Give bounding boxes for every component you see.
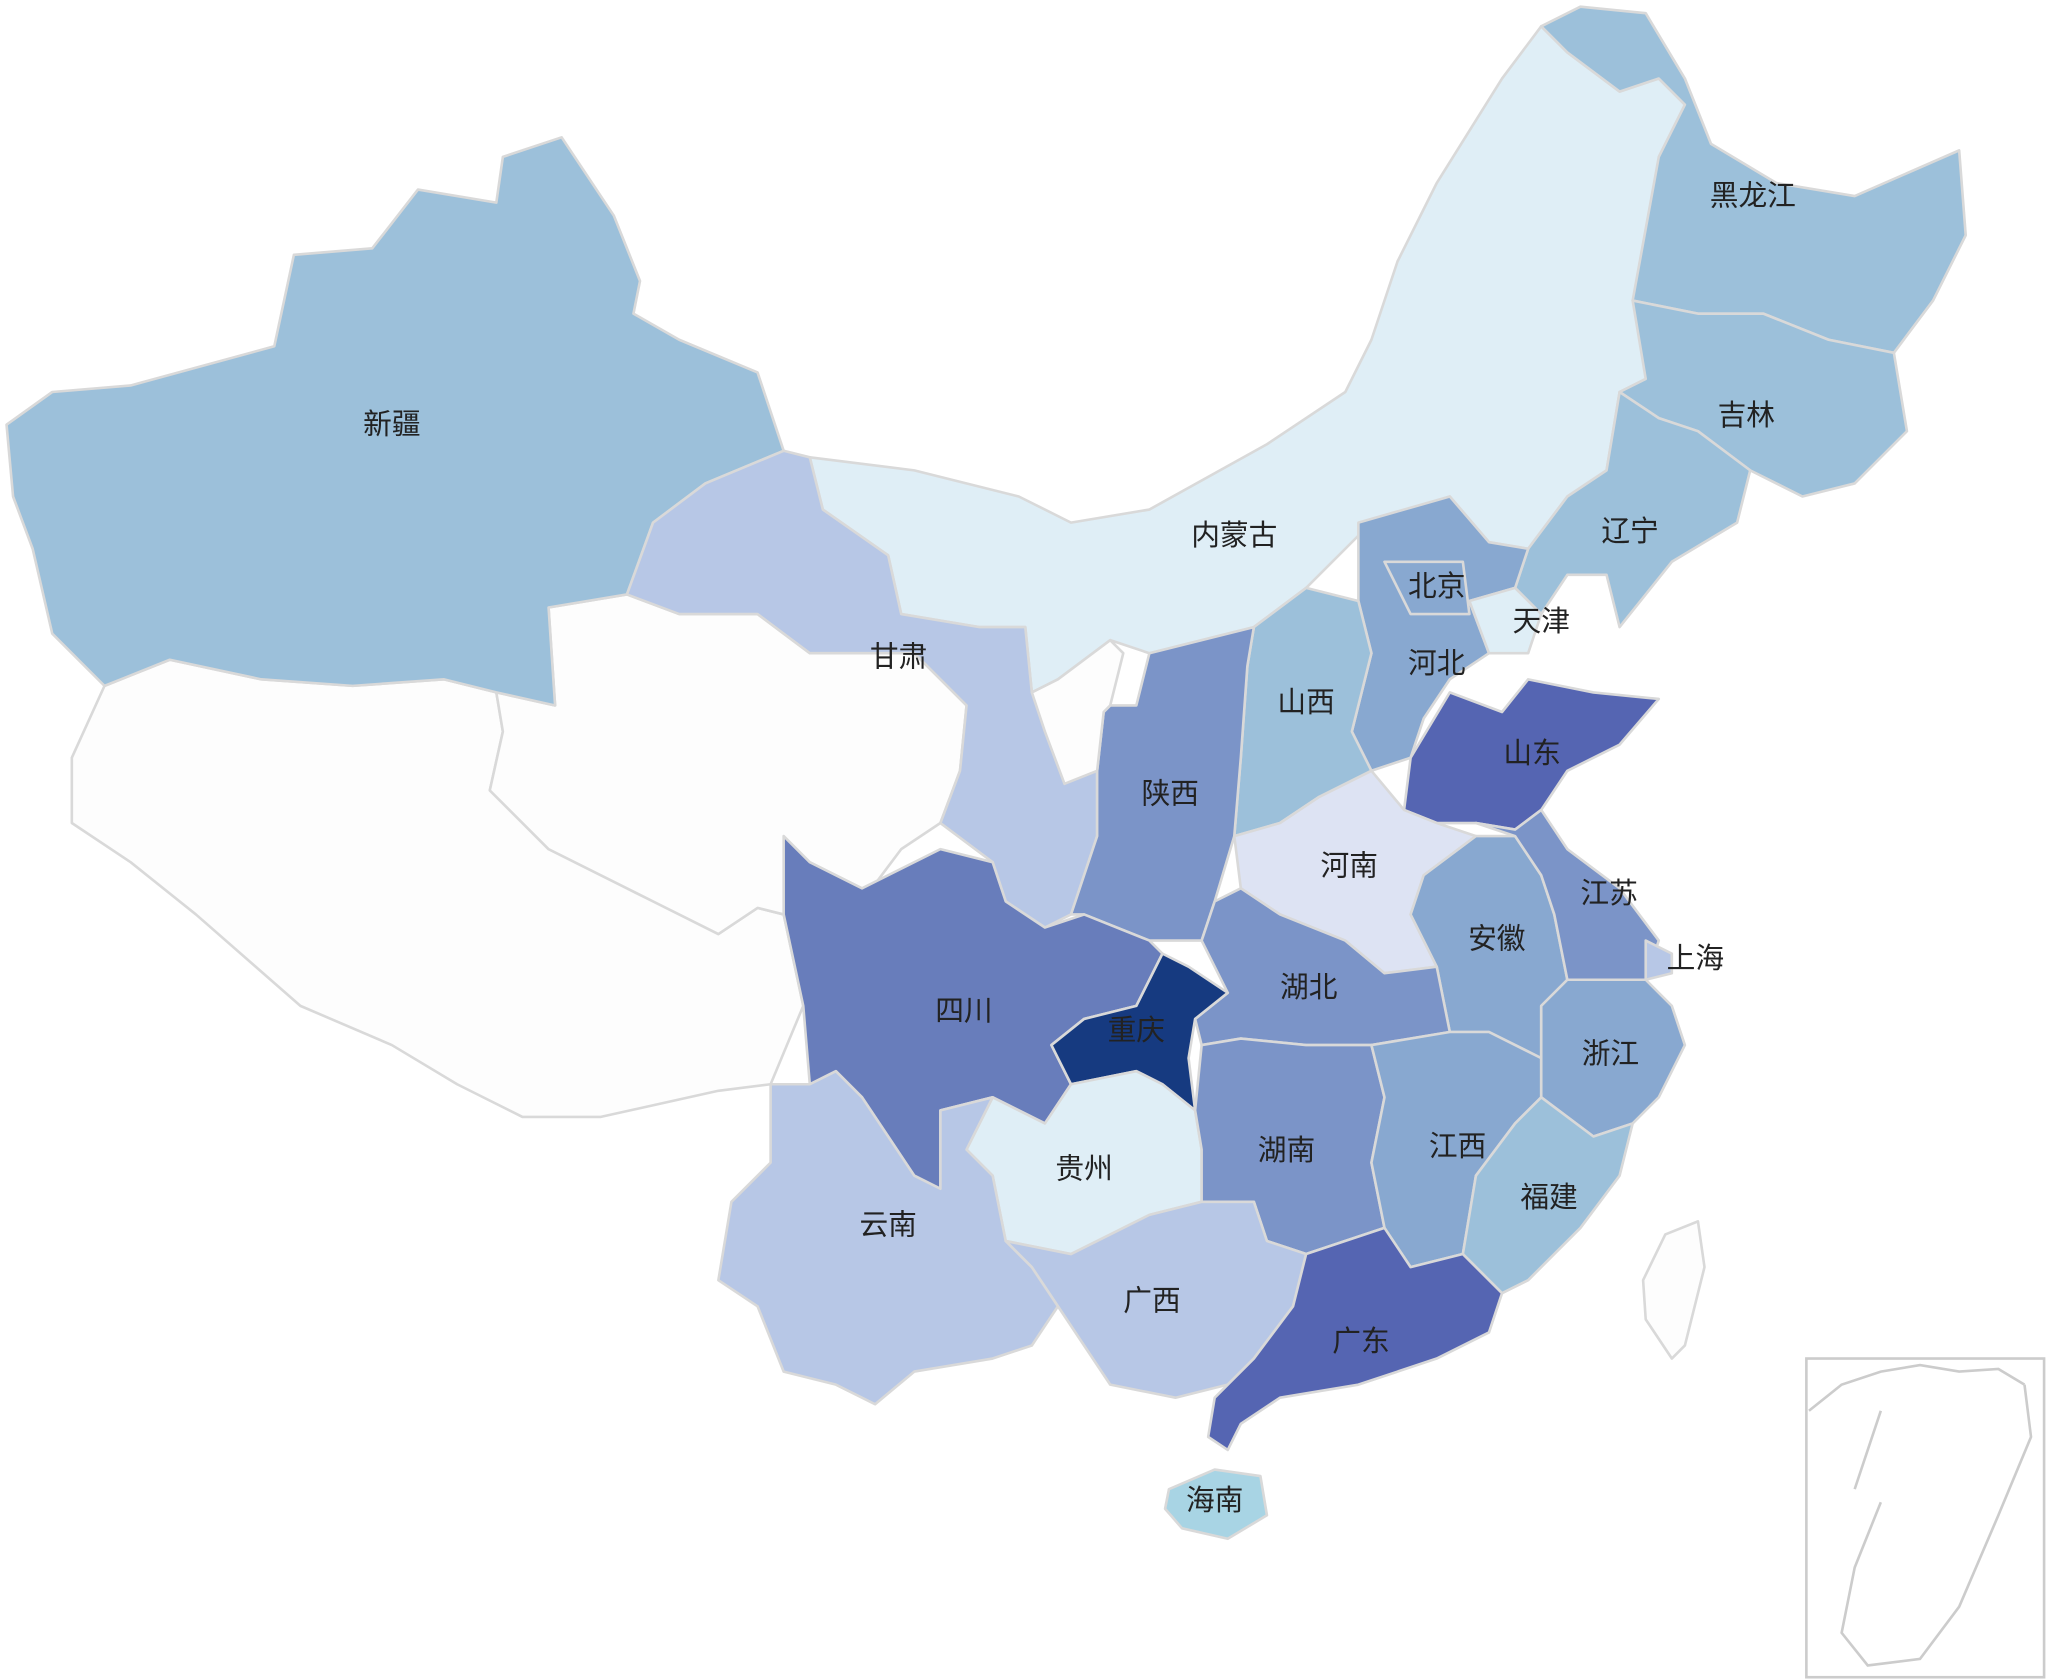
province-shape	[1402, 678, 1661, 831]
province-label: 云南	[859, 1208, 916, 1242]
province-label: 内蒙古	[1191, 518, 1277, 552]
province-label: 吉林	[1718, 398, 1775, 432]
province-shape	[1468, 586, 1543, 655]
province-shape	[1513, 390, 1752, 629]
province-label: 湖北	[1280, 970, 1337, 1004]
province-label: 新疆	[363, 407, 420, 441]
province-label: 广西	[1123, 1283, 1180, 1317]
province-label: 黑龙江	[1710, 178, 1796, 212]
inset-outline	[1808, 1363, 2033, 1667]
province-label: 甘肃	[870, 639, 927, 673]
province-label: 四川	[935, 993, 992, 1027]
province-label: 湖南	[1258, 1133, 1315, 1167]
province-label: 广东	[1332, 1324, 1389, 1358]
province-label: 贵州	[1055, 1151, 1112, 1185]
province-label: 河北	[1408, 646, 1465, 680]
province-label: 重庆	[1108, 1013, 1165, 1047]
province-label: 山东	[1503, 736, 1560, 770]
province-shape	[1461, 1096, 1634, 1295]
province-label: 北京	[1408, 569, 1465, 603]
province-shape	[1163, 1468, 1269, 1541]
inset-map	[1805, 1357, 2046, 1679]
region-shape	[1030, 638, 1125, 786]
province-label: 浙江	[1582, 1037, 1639, 1071]
province-label: 安徽	[1468, 922, 1526, 956]
province-label: 山西	[1277, 685, 1334, 719]
province-label: 江苏	[1580, 876, 1637, 910]
province-label: 福建	[1520, 1180, 1577, 1214]
province-shape	[1206, 1226, 1504, 1452]
province-label: 辽宁	[1601, 514, 1658, 548]
province-shape	[1644, 939, 1674, 982]
province-label: 河南	[1321, 848, 1378, 882]
province-shape	[1383, 560, 1471, 616]
province-label: 江西	[1429, 1129, 1486, 1163]
province-label: 陕西	[1142, 777, 1199, 811]
inset-frame	[1805, 1357, 2046, 1679]
province-layer	[5, 5, 1968, 1541]
province-label: 天津	[1513, 604, 1570, 638]
province-label: 上海	[1667, 941, 1724, 975]
region-shape	[1641, 1220, 1706, 1360]
province-label: 海南	[1186, 1483, 1243, 1517]
